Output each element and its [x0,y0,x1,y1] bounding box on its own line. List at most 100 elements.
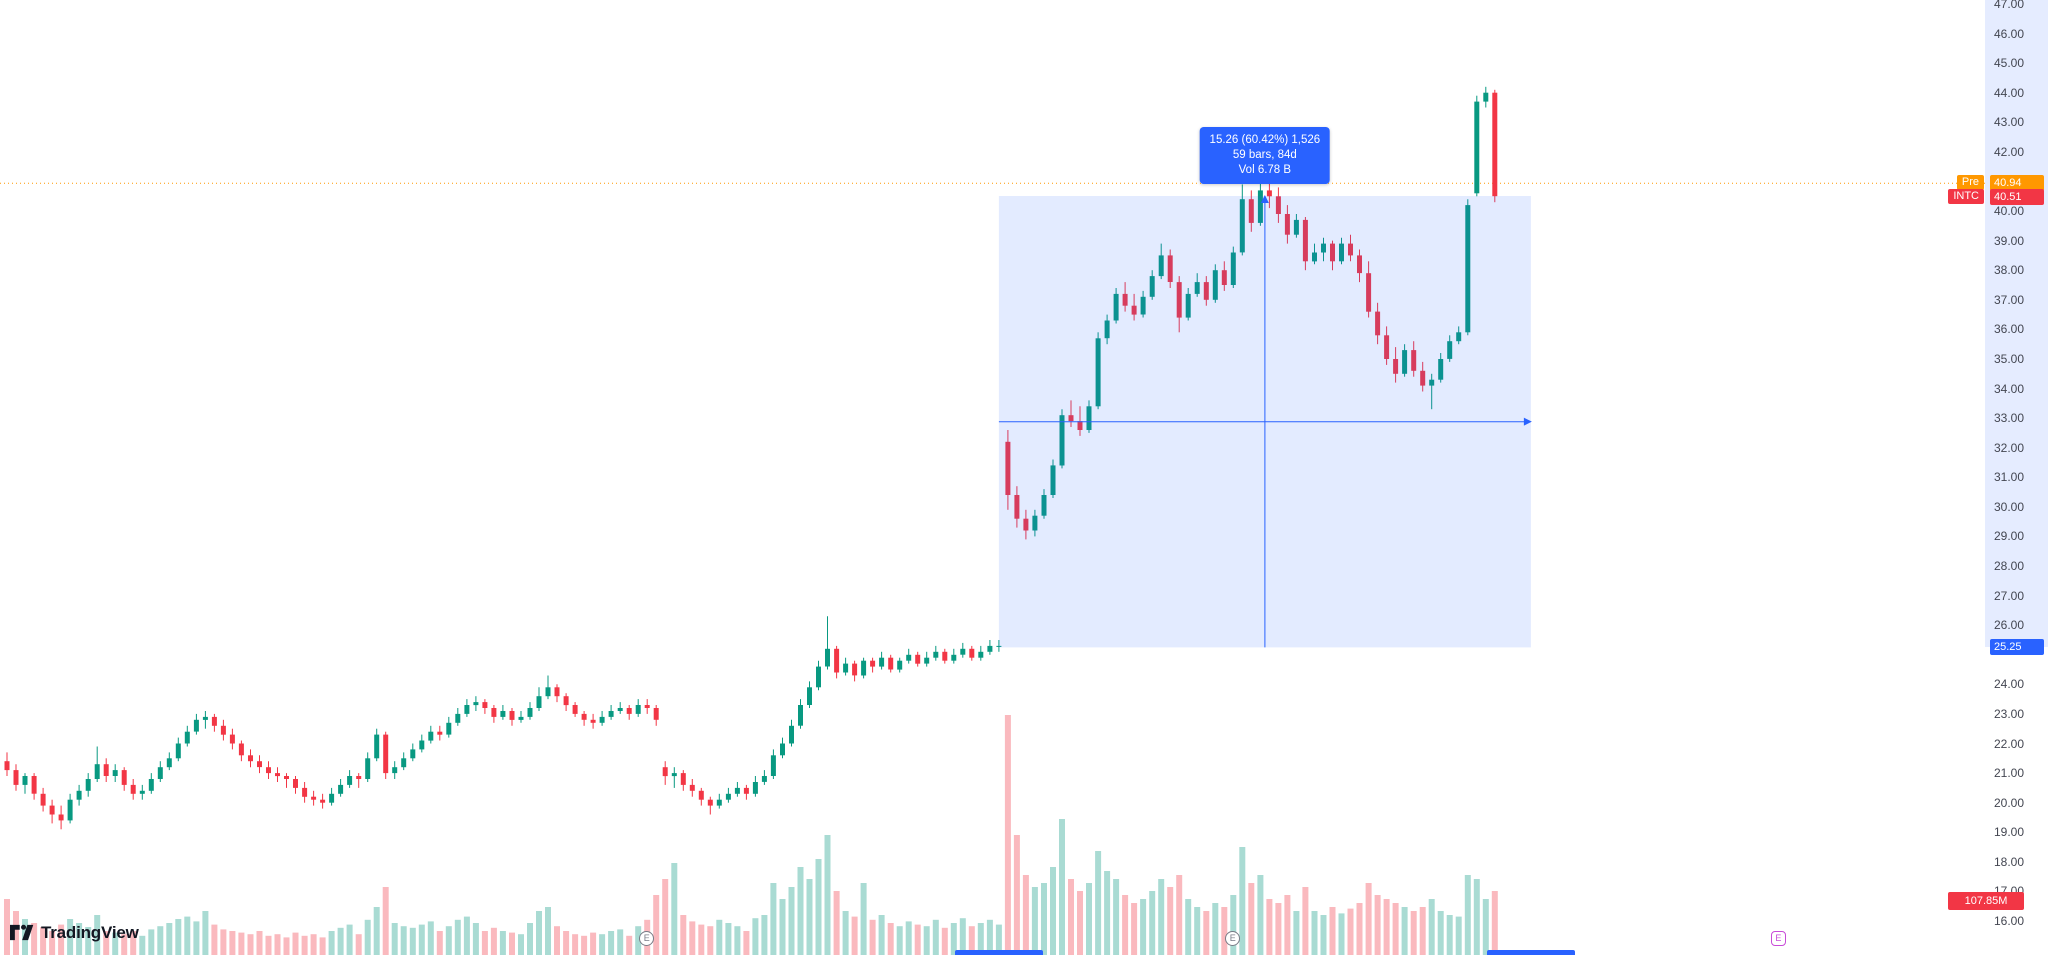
volume-bar [842,911,849,955]
volume-bar [1140,899,1147,955]
volume-bar [1473,879,1480,955]
volume-bar [968,926,975,955]
price-axis-label: 34.00 [1994,381,2025,396]
tradingview-logo-text: TradingView [41,922,139,942]
volume-bar [1401,907,1408,955]
price-axis-label: 31.00 [1994,470,2025,485]
volume-bar [770,883,777,955]
volume-bar [563,931,570,955]
volume-bar [1284,895,1291,955]
volume-bar [824,835,831,955]
volume-bar [914,924,921,955]
volume-bar [869,919,876,955]
volume-bar [1203,911,1210,955]
volume-bar [707,926,714,955]
last-price-badge: 40.51 [1990,188,2044,205]
volume-bar [13,911,19,955]
volume-bar [1491,891,1498,955]
volume-bar [319,937,326,955]
upcoming-earnings-icon[interactable]: E [1770,931,1786,946]
price-axis-label: 26.00 [1994,618,2025,633]
volume-bar [130,931,137,955]
volume-bar [40,927,47,955]
volume-bar [653,895,660,955]
volume-bar [256,931,263,955]
volume-bar [490,927,497,955]
volume-bar [689,921,696,955]
volume-bar [1068,879,1074,955]
volume-bar [445,926,452,955]
price-axis-label: 18.00 [1994,854,2025,869]
price-axis-label: 32.00 [1994,440,2025,455]
price-axis-label: 45.00 [1994,56,2025,71]
measure-tooltip[interactable]: 15.26 (60.42%) 1,526 59 bars, 84d Vol 6.… [1199,126,1331,184]
volume-bar [139,935,146,955]
volume-bar [1022,875,1029,955]
volume-bar [67,919,74,955]
volume-bar [1212,903,1219,955]
volume-bar [148,929,155,955]
volume-bar [1410,911,1417,955]
volume-bar [1257,875,1264,955]
volume-bar [950,923,957,955]
volume-bar [1004,715,1011,955]
tradingview-logo[interactable]: TradingView [10,921,139,944]
volume-bar [436,931,443,955]
volume-bar [265,935,272,955]
volume-bar [833,891,840,955]
volume-bar [959,918,966,955]
volume-bar [382,887,389,955]
volume-bar [1095,851,1102,955]
volume-bar [463,916,470,955]
volume-bar [1013,835,1020,955]
volume-bar [1230,895,1237,955]
volume-bar [806,879,813,955]
volume-bar [590,932,597,955]
volume-bar [1428,899,1435,955]
volume-bar [599,934,606,955]
volume-bar [518,934,524,955]
price-axis[interactable]: 47.00 46.00 45.00 44.00 43.00 42.00 40.00 39.00… [1985,0,2048,955]
volume-bar [229,931,236,955]
volume-bar [247,934,254,955]
volume-bar [761,915,768,955]
volume-bar [851,916,858,955]
price-axis-label: 35.00 [1994,351,2025,366]
price-axis-label: 42.00 [1994,144,2025,159]
volume-bar [617,929,624,955]
price-axis-label: 30.00 [1994,499,2025,514]
price-axis-label: 46.00 [1994,26,2025,41]
volume-pane [4,715,1498,955]
volume-bar [283,937,290,955]
price-axis-label: 27.00 [1994,588,2025,603]
volume-bar [1446,915,1453,955]
volume-bar [1365,883,1372,955]
volume-bar [1167,887,1174,955]
price-axis-label: 23.00 [1994,706,2025,721]
volume-bar [58,924,65,955]
measure-right-arrow [1523,417,1532,426]
premarket-chip: Pre [1956,175,1984,191]
volume-bar [1050,867,1056,955]
earnings-icon[interactable]: E [1225,931,1241,946]
price-axis-label: 47.00 [1994,0,2025,11]
volume-bar [1464,875,1471,955]
volume-bar [815,859,822,955]
earnings-icon[interactable]: E [639,931,655,946]
price-axis-label: 38.00 [1994,263,2025,278]
volume-bar [301,935,308,955]
ticker-chip: INTC [1948,188,1984,204]
volume-bar [211,924,218,955]
volume-bar [635,926,642,955]
volume-bar [1383,899,1390,955]
volume-value-badge: 107.85M [1948,892,2024,910]
volume-bar [626,935,633,955]
measure-tool[interactable] [998,194,1532,648]
volume-bar [734,926,741,955]
volume-bar [1131,903,1138,955]
volume-bar [1338,913,1345,955]
price-axis-label: 43.00 [1994,115,2025,130]
volume-bar [355,934,362,955]
